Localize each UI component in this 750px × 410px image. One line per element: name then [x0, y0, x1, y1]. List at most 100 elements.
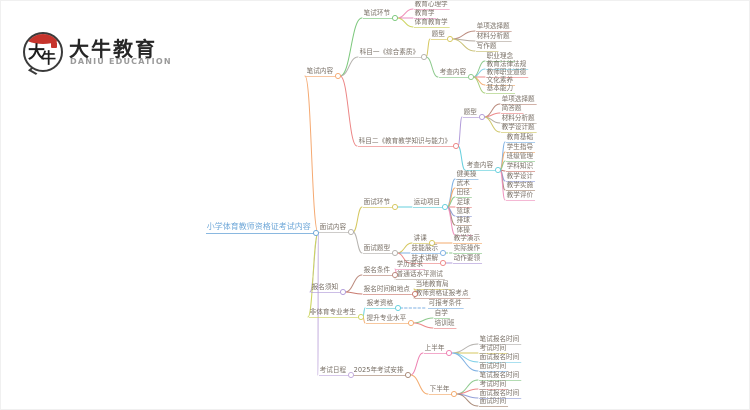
node-junction[interactable]	[428, 240, 435, 246]
node-junction[interactable]	[392, 250, 399, 256]
node-junction[interactable]	[335, 73, 342, 79]
node-junction[interactable]	[392, 15, 399, 21]
mindmap-node[interactable]: 简答题	[501, 104, 524, 114]
mindmap-node[interactable]: 讲课	[413, 234, 429, 244]
mindmap-node[interactable]: 基本能力	[486, 84, 516, 94]
node-junction[interactable]	[340, 289, 347, 295]
mindmap-node[interactable]: 职业理念	[486, 52, 516, 62]
mindmap-node[interactable]: 下半年	[429, 385, 452, 395]
node-junction[interactable]	[411, 291, 418, 297]
mindmap-node[interactable]: 教学设计题	[501, 123, 537, 133]
mindmap-node[interactable]: 笔试环节	[363, 9, 393, 19]
mindmap-node[interactable]: 笔试内容	[306, 67, 336, 77]
branch-curve	[483, 116, 501, 133]
mindmap-node[interactable]: 班级管理	[506, 152, 536, 162]
mindmap-node[interactable]: 当地教育局	[415, 280, 451, 290]
mindmap-node[interactable]: 教学评价	[506, 191, 536, 201]
mindmap-node[interactable]: 自学	[434, 309, 450, 319]
mindmap-node[interactable]: 考试时间	[479, 344, 509, 354]
node-junction[interactable]	[440, 250, 447, 256]
mindmap-node[interactable]: 普通话水平测试	[396, 270, 445, 280]
mindmap-node[interactable]: 田径	[456, 188, 472, 198]
mindmap-node[interactable]: 写作题	[476, 42, 499, 52]
mindmap-node[interactable]: 报考资格	[366, 299, 396, 309]
mindmap-node[interactable]: 面试题型	[363, 244, 393, 254]
mindmap-node[interactable]: 考试日程	[319, 366, 349, 376]
node-junction[interactable]	[392, 272, 399, 278]
mindmap-node[interactable]: 教学实施	[506, 181, 536, 191]
mindmap-node[interactable]: 教育基础	[506, 133, 536, 143]
mindmap-node[interactable]: 教育心理学	[414, 0, 450, 10]
node-junction[interactable]	[478, 114, 485, 120]
mindmap-node[interactable]: 材料分析题	[501, 114, 537, 124]
mindmap-node[interactable]: 运动项目	[413, 198, 443, 208]
mindmap-node[interactable]: 足球	[456, 198, 472, 208]
mindmap-node[interactable]: 体操	[456, 226, 472, 236]
mindmap-node[interactable]: 报名条件	[363, 266, 393, 276]
mindmap-node[interactable]: 笔试报名时间	[479, 335, 522, 345]
mindmap-node[interactable]: 面试报名时间	[479, 353, 522, 363]
mindmap-node[interactable]: 面试环节	[363, 198, 393, 208]
mindmap-node[interactable]: 武术	[456, 179, 472, 189]
mindmap-node[interactable]: 文化素养	[486, 76, 516, 86]
mindmap-node[interactable]: 面试报名时间	[479, 389, 522, 399]
mindmap-node[interactable]: 篮球	[456, 207, 472, 217]
mindmap-node[interactable]: 题型	[463, 108, 479, 118]
node-junction[interactable]	[453, 143, 460, 149]
mindmap-node[interactable]: 面试时间	[479, 397, 509, 407]
mindmap-node[interactable]: 科目一《综合素质》	[359, 48, 422, 58]
mindmap-node[interactable]: 教师职业道德	[486, 68, 529, 78]
mindmap-node[interactable]: 面试时间	[479, 362, 509, 372]
mindmap-node[interactable]: 排球	[456, 216, 472, 226]
node-junction[interactable]	[348, 229, 355, 235]
mindmap-node[interactable]: 技能展示	[411, 244, 441, 254]
mindmap-node[interactable]: 考查内容	[466, 161, 496, 171]
node-junction[interactable]	[495, 167, 502, 173]
mindmap-node[interactable]: 2025年考试安排	[353, 366, 406, 376]
mindmap-node[interactable]: 报名须知	[311, 283, 341, 293]
mindmap-node[interactable]: 可报考条件	[428, 299, 464, 309]
node-junction[interactable]	[313, 230, 320, 236]
node-junction[interactable]	[348, 372, 355, 378]
node-junction[interactable]	[357, 314, 364, 320]
mindmap-node[interactable]: 技术讲解	[411, 254, 441, 264]
mindmap-node[interactable]: 单项选择题	[501, 95, 537, 105]
node-junction[interactable]	[440, 260, 447, 266]
node-junction[interactable]	[395, 305, 402, 311]
mindmap-node[interactable]: 培训班	[434, 319, 457, 329]
node-junction[interactable]	[392, 204, 399, 210]
mindmap-node[interactable]: 考查内容	[439, 68, 469, 78]
mindmap-node[interactable]: 实际操作	[453, 244, 483, 254]
mindmap-node[interactable]: 动作要领	[453, 254, 483, 264]
mindmap-node[interactable]: 面试内容	[319, 223, 349, 233]
node-junction[interactable]	[405, 372, 412, 378]
mindmap-node[interactable]: 教育学	[414, 9, 437, 19]
node-junction[interactable]	[446, 350, 453, 356]
mindmap-node[interactable]: 题型	[431, 30, 447, 40]
mindmap-root-node[interactable]: 小学体育教师资格证考试内容	[206, 222, 314, 234]
mindmap-node[interactable]: 上半年	[424, 344, 447, 354]
mindmap-node[interactable]: 单项选择题	[476, 22, 512, 32]
node-junction[interactable]	[451, 391, 458, 397]
node-junction[interactable]	[442, 204, 449, 210]
mindmap-node[interactable]: 学科知识	[506, 162, 536, 172]
mindmap-node[interactable]: 健美操	[456, 170, 479, 180]
mindmap-node[interactable]: 报名时间和地点	[363, 285, 412, 295]
mindmap-node[interactable]: 教育法律法规	[486, 60, 529, 70]
mindmap-node[interactable]: 学生指导	[506, 143, 536, 153]
mindmap-node[interactable]: 考试时间	[479, 380, 509, 390]
mindmap-node[interactable]: 体育教育学	[414, 18, 450, 28]
mindmap-node[interactable]: 材料分析题	[476, 32, 512, 42]
mindmap-node[interactable]: 提升专业水平	[366, 314, 409, 324]
node-junction[interactable]	[421, 54, 428, 60]
mindmap-node[interactable]: 笔试报名时间	[479, 371, 522, 381]
mindmap-node[interactable]: 科目二《教育教学知识与能力》	[358, 137, 454, 147]
node-junction[interactable]	[468, 74, 475, 80]
mindmap-node[interactable]: 教学设计	[506, 172, 536, 182]
mindmap-node[interactable]: 教师资格证报考点	[415, 289, 471, 299]
node-junction[interactable]	[446, 36, 453, 42]
mindmap-node[interactable]: 学历要求	[396, 260, 426, 270]
node-junction[interactable]	[408, 320, 415, 326]
mindmap-node[interactable]: 教学演示	[453, 234, 483, 244]
mindmap-node[interactable]: 非体育专业考生	[309, 308, 358, 318]
